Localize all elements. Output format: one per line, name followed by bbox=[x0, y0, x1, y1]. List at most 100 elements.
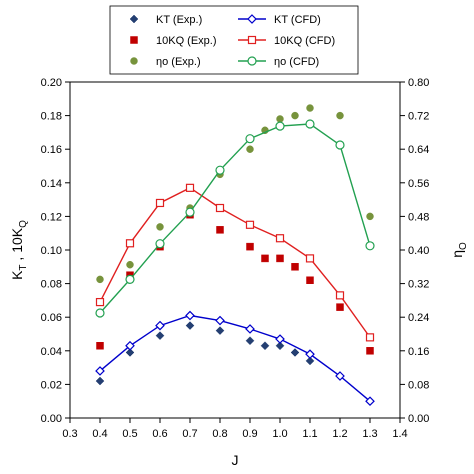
axes: 0.3 0.4 0.5 0.6 0.7 0.8 0.9 1.0 1.1 1.2 1.3 1.40.00… bbox=[41, 77, 430, 440]
y-left-title-mid: , 10K bbox=[9, 227, 25, 264]
y-left-tick-label: 0.16 bbox=[41, 144, 62, 156]
y-right-axis-title: ηO bbox=[449, 242, 469, 258]
series-line bbox=[99, 187, 371, 338]
data-point bbox=[215, 326, 225, 335]
data-point bbox=[366, 212, 374, 221]
x-tick-label: 0.4 bbox=[92, 428, 107, 440]
x-axis-title: J bbox=[232, 452, 239, 468]
y-right-tick-label: 0.80 bbox=[408, 77, 429, 89]
data-point bbox=[185, 183, 195, 192]
data-point bbox=[126, 260, 134, 269]
x-tick-label: 1.4 bbox=[392, 428, 407, 440]
series-4 bbox=[96, 104, 374, 284]
data-point bbox=[275, 341, 285, 351]
data-point bbox=[215, 165, 225, 175]
data-point bbox=[275, 234, 285, 243]
x-tick-label: 0.7 bbox=[182, 428, 197, 440]
legend-label: ηo (CFD) bbox=[274, 56, 319, 68]
data-point bbox=[246, 242, 254, 251]
legend-marker bbox=[247, 35, 257, 45]
y-right-tick-label: 0.24 bbox=[408, 312, 429, 324]
legend: KT (Exp.) KT (CFD) 10KQ (Exp.) 10KQ (CFD) ηo… bbox=[109, 5, 359, 75]
series-5 bbox=[95, 119, 375, 318]
data-point bbox=[276, 115, 284, 123]
y-left-tick-label: 0.18 bbox=[41, 111, 62, 123]
y-left-tick-label: 0.06 bbox=[41, 312, 62, 324]
data-point bbox=[305, 356, 315, 366]
y-left-tick-label: 0.04 bbox=[41, 346, 62, 358]
data-point bbox=[305, 119, 315, 129]
data-point bbox=[335, 140, 345, 150]
data-point bbox=[185, 310, 195, 321]
y-right-tick-label: 0.08 bbox=[408, 379, 429, 391]
series-layer bbox=[95, 104, 375, 407]
data-point bbox=[336, 303, 344, 311]
x-tick-label: 1.3 bbox=[362, 428, 377, 440]
legend-label: ηo (Exp.) bbox=[156, 56, 201, 68]
y-right-tick-label: 0.40 bbox=[408, 245, 429, 257]
data-point bbox=[275, 121, 285, 131]
legend-label: 10KQ (Exp.) bbox=[156, 35, 217, 47]
data-point bbox=[155, 239, 165, 249]
y-right-tick-label: 0.72 bbox=[408, 111, 429, 123]
legend-marker bbox=[129, 14, 139, 24]
data-point bbox=[156, 223, 164, 231]
data-point bbox=[245, 324, 255, 334]
data-point bbox=[335, 371, 345, 381]
y-right-tick-label: 0.64 bbox=[408, 144, 429, 156]
data-point bbox=[96, 275, 104, 284]
x-tick-label: 0.8 bbox=[212, 428, 227, 440]
x-tick-label: 0.9 bbox=[242, 428, 257, 440]
data-point bbox=[245, 220, 255, 229]
plot-frame bbox=[69, 81, 401, 419]
data-point bbox=[261, 254, 269, 263]
x-tick-label: 0.6 bbox=[152, 428, 167, 440]
data-point bbox=[291, 111, 299, 120]
data-point bbox=[125, 239, 135, 248]
data-point bbox=[215, 203, 225, 213]
series-1 bbox=[95, 310, 375, 407]
data-point bbox=[365, 241, 375, 251]
data-point bbox=[155, 320, 165, 331]
data-point bbox=[95, 297, 105, 307]
legend-label: KT (Exp.) bbox=[156, 14, 202, 26]
y-left-tick-label: 0.02 bbox=[41, 379, 62, 391]
data-point bbox=[335, 291, 345, 300]
y-right-tick-label: 0.00 bbox=[408, 413, 429, 425]
data-point bbox=[365, 396, 375, 407]
data-point bbox=[260, 341, 270, 351]
data-point bbox=[305, 349, 315, 360]
series-line bbox=[99, 314, 371, 402]
y-left-axis-title: KT , 10KQ bbox=[9, 220, 29, 280]
data-point bbox=[155, 331, 165, 341]
y-left-tick-label: 0.10 bbox=[41, 245, 62, 257]
x-tick-label: 0.3 bbox=[62, 428, 77, 440]
legend-label: KT (CFD) bbox=[274, 14, 321, 26]
data-point bbox=[155, 198, 165, 208]
data-point bbox=[125, 274, 135, 284]
legend-label: 10KQ (CFD) bbox=[274, 35, 335, 47]
data-point bbox=[366, 347, 374, 355]
y-left-tick-label: 0.08 bbox=[41, 279, 62, 291]
data-point bbox=[185, 321, 195, 330]
y-right-tick-label: 0.32 bbox=[408, 279, 429, 291]
y-right-title-eta: η bbox=[449, 250, 465, 258]
data-point bbox=[215, 315, 225, 326]
data-point bbox=[125, 348, 135, 357]
x-tick-label: 1.0 bbox=[272, 428, 287, 440]
data-point bbox=[246, 145, 254, 153]
data-point bbox=[291, 263, 299, 271]
series-3 bbox=[95, 183, 375, 342]
data-point bbox=[290, 348, 300, 357]
series-line bbox=[99, 123, 371, 314]
x-tick-label: 0.5 bbox=[122, 428, 137, 440]
y-right-tick-label: 0.16 bbox=[408, 346, 429, 358]
legend-marker bbox=[130, 57, 138, 65]
data-point bbox=[216, 226, 224, 234]
data-point bbox=[275, 334, 285, 344]
x-tick-label: 1.1 bbox=[302, 428, 317, 440]
legend-marker bbox=[130, 36, 138, 44]
y-right-tick-label: 0.56 bbox=[408, 178, 429, 190]
data-point bbox=[306, 104, 314, 112]
